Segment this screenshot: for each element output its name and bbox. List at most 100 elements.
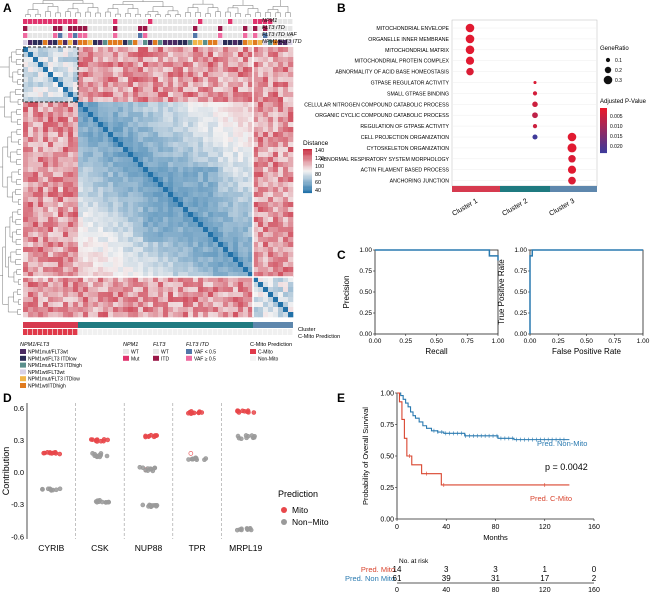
heatmap-cell <box>238 302 244 308</box>
heatmap-cell <box>173 177 179 183</box>
heatmap-cell <box>268 162 274 168</box>
heatmap-cell <box>278 267 284 273</box>
heatmap-cell <box>193 97 199 103</box>
heatmap-cell <box>133 312 139 318</box>
heatmap-cell <box>248 262 254 268</box>
heatmap-cell <box>63 262 69 268</box>
heatmap-cell <box>288 202 294 208</box>
heatmap-cell <box>268 197 274 203</box>
heatmap-cell <box>53 137 59 143</box>
heatmap-cell <box>88 82 94 88</box>
heatmap-cell <box>243 232 249 238</box>
heatmap-cell <box>143 142 149 148</box>
heatmap-cell <box>93 132 99 138</box>
top-annotation-tracks <box>23 19 293 45</box>
heatmap-cell <box>243 122 249 128</box>
heatmap-cell <box>223 72 229 78</box>
heatmap-cell <box>113 297 119 303</box>
heatmap-cell <box>183 247 189 253</box>
heatmap-cell <box>153 127 159 133</box>
heatmap-cell <box>188 307 194 313</box>
heatmap-cell <box>238 262 244 268</box>
track-label-cluster: Cluster <box>298 327 316 333</box>
heatmap-cell <box>63 247 69 253</box>
heatmap-cell <box>113 107 119 113</box>
heatmap-cell <box>278 157 284 163</box>
heatmap-cell <box>263 262 269 268</box>
npm1-track-cell <box>198 19 203 24</box>
heatmap-cell <box>58 162 64 168</box>
heatmap-cell <box>58 312 64 318</box>
dendrogram-branch <box>16 269 21 275</box>
heatmap-cell <box>88 252 94 258</box>
heatmap-cell <box>98 152 104 158</box>
heatmap-cell <box>283 192 289 198</box>
heatmap-cell <box>58 302 64 308</box>
heatmap-cell <box>48 172 54 178</box>
heatmap-cell <box>158 242 164 248</box>
heatmap-cell <box>103 172 109 178</box>
heatmap-cell <box>78 297 84 303</box>
heatmap-cell <box>228 112 234 118</box>
heatmap-cell <box>158 187 164 193</box>
heatmap-cell <box>38 62 44 68</box>
heatmap-cell <box>188 192 194 198</box>
contribution-point <box>88 437 94 442</box>
heatmap-cell <box>138 47 144 53</box>
heatmap-cell <box>223 267 229 273</box>
y-tick-label: 0.6 <box>14 404 24 413</box>
heatmap-cell <box>98 102 104 108</box>
heatmap-cell <box>258 137 264 143</box>
heatmap-cell <box>218 247 224 253</box>
heatmap-cell <box>23 232 29 238</box>
heatmap-cell <box>128 257 134 263</box>
heatmap-cell <box>38 247 44 253</box>
heatmap-cell <box>43 72 49 78</box>
heatmap-cell <box>253 227 259 233</box>
x-tick-label: 0.25 <box>399 338 412 345</box>
heatmap-cell <box>93 82 99 88</box>
heatmap-cell <box>153 132 159 138</box>
heatmap-cell <box>208 272 214 278</box>
contribution-point <box>243 433 249 438</box>
heatmap-cell <box>238 152 244 158</box>
vaf-track-cell <box>208 33 213 38</box>
heatmap-cell <box>53 297 59 303</box>
survival-panel: 0.000.250.500.751.000 40 80 120 160MonthsPro… <box>345 391 600 595</box>
npm1-flt3-track-cell <box>78 40 83 45</box>
heatmap-cell <box>238 287 244 293</box>
npm1-flt3-track-cell <box>223 40 228 45</box>
heatmap-cell <box>208 302 214 308</box>
heatmap-cell <box>198 67 204 73</box>
term-label: ABNORMAL RESPIRATORY SYSTEM MORPHOLOGY <box>320 157 449 163</box>
heatmap-cell <box>58 252 64 258</box>
heatmap-cell <box>93 92 99 98</box>
heatmap-cell <box>133 167 139 173</box>
heatmap-cell <box>73 227 79 233</box>
legend-prediction-title: C-Mito Prediction <box>250 342 292 348</box>
heatmap-cell <box>153 157 159 163</box>
heatmap-cell <box>38 302 44 308</box>
heatmap-cell <box>203 247 209 253</box>
contribution-point <box>190 456 196 462</box>
heatmap-cell <box>213 152 219 158</box>
heatmap-cell <box>93 292 99 298</box>
heatmap-cell <box>88 202 94 208</box>
heatmap-cell <box>88 217 94 223</box>
heatmap-cell <box>83 152 89 158</box>
vaf-track-cell <box>63 33 68 38</box>
heatmap-cell <box>78 132 84 138</box>
heatmap-cell <box>88 222 94 228</box>
heatmap-cell <box>218 212 224 218</box>
heatmap-cell <box>118 252 124 258</box>
heatmap-cell <box>233 87 239 93</box>
heatmap-cell <box>193 52 199 58</box>
heatmap-cell <box>178 102 184 108</box>
colorbar-step <box>303 182 312 184</box>
heatmap-cell <box>153 187 159 193</box>
heatmap-cell <box>28 267 34 273</box>
heatmap-cell <box>28 212 34 218</box>
dendrogram-branch <box>15 189 21 195</box>
heatmap-cell <box>113 82 119 88</box>
heatmap-cell <box>253 217 259 223</box>
